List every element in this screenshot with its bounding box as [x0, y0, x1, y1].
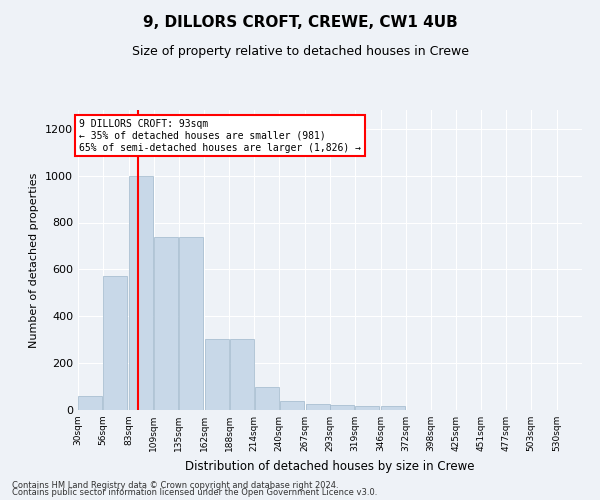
Bar	[331, 406, 355, 410]
Text: Size of property relative to detached houses in Crewe: Size of property relative to detached ho…	[131, 45, 469, 58]
Bar	[79, 396, 103, 410]
Text: 9 DILLORS CROFT: 93sqm
← 35% of detached houses are smaller (981)
65% of semi-de: 9 DILLORS CROFT: 93sqm ← 35% of detached…	[79, 120, 361, 152]
Text: Contains public sector information licensed under the Open Government Licence v3: Contains public sector information licen…	[12, 488, 377, 497]
Bar	[381, 406, 405, 410]
Bar	[355, 406, 379, 410]
Bar	[305, 404, 329, 410]
Bar	[103, 276, 127, 410]
Bar	[129, 176, 153, 410]
Bar	[179, 236, 203, 410]
Text: Contains HM Land Registry data © Crown copyright and database right 2024.: Contains HM Land Registry data © Crown c…	[12, 480, 338, 490]
Text: 9, DILLORS CROFT, CREWE, CW1 4UB: 9, DILLORS CROFT, CREWE, CW1 4UB	[143, 15, 457, 30]
X-axis label: Distribution of detached houses by size in Crewe: Distribution of detached houses by size …	[185, 460, 475, 472]
Bar	[255, 388, 279, 410]
Bar	[280, 402, 304, 410]
Bar	[230, 338, 254, 410]
Bar	[205, 338, 229, 410]
Y-axis label: Number of detached properties: Number of detached properties	[29, 172, 40, 348]
Bar	[154, 236, 178, 410]
